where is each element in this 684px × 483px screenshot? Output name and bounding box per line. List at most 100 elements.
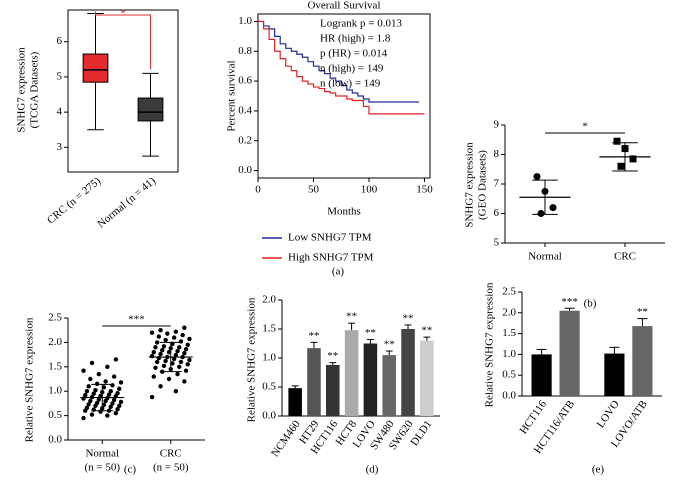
annotation: Logrank p = 0.013 <box>320 18 402 30</box>
point <box>81 415 86 421</box>
x-tick-label: DLD1 <box>408 418 434 448</box>
x-tick-label: 50 <box>308 184 320 196</box>
significance: ** <box>308 330 319 342</box>
annotation: n (low) = 149 <box>320 78 381 90</box>
significance: ** <box>421 325 432 337</box>
y-tick-label: 6 <box>494 207 500 219</box>
bar <box>531 354 552 396</box>
point <box>549 204 557 212</box>
point <box>158 328 163 333</box>
x-tick-note: (n = 50) <box>84 462 120 474</box>
point <box>117 403 122 409</box>
point <box>83 392 88 398</box>
y-tick-label: 3 <box>57 141 63 153</box>
y-tick-label: 2.5 <box>502 286 516 298</box>
point <box>158 384 163 389</box>
annotation: n (high) = 149 <box>320 63 384 75</box>
point <box>84 389 90 394</box>
point <box>149 394 155 400</box>
point <box>86 384 91 389</box>
y-tick-label: 0.6 <box>238 75 252 87</box>
x-tick-label: Normal <box>528 251 562 263</box>
point <box>149 330 155 335</box>
point <box>96 397 102 402</box>
plot-frame <box>257 13 431 179</box>
y-tick-label: 0.5 <box>48 409 62 421</box>
point <box>187 336 192 342</box>
point <box>108 389 113 394</box>
y-axis-label: SNHG7 expression <box>16 47 28 133</box>
y-axis-label: (TCGA Datasets) <box>29 51 41 128</box>
point <box>160 348 165 353</box>
bar <box>604 353 625 396</box>
point <box>103 379 108 384</box>
bar <box>363 343 378 416</box>
y-tick-label: 0.0 <box>502 390 516 402</box>
point <box>173 329 179 334</box>
point <box>117 386 122 391</box>
point <box>113 410 119 416</box>
y-tick-label: 2.0 <box>262 294 276 306</box>
point <box>96 371 102 377</box>
box <box>137 97 164 122</box>
bar <box>420 340 434 416</box>
point <box>154 340 160 345</box>
point <box>153 345 158 350</box>
bar <box>382 355 396 416</box>
point <box>154 359 160 365</box>
point <box>617 162 625 170</box>
point <box>101 402 107 408</box>
point <box>153 365 158 370</box>
point <box>182 325 187 330</box>
point <box>187 357 192 363</box>
y-tick-label: 2.0 <box>48 336 62 348</box>
point <box>89 360 95 366</box>
point <box>151 374 156 379</box>
legend-label: Low SNHG7 TPM <box>288 232 372 244</box>
point <box>111 397 117 403</box>
y-tick-label: 8 <box>494 148 500 160</box>
point <box>170 361 175 366</box>
plot-frame <box>67 9 179 173</box>
panel-label: (c) <box>124 464 137 476</box>
point <box>163 337 168 343</box>
significance: ** <box>403 312 414 324</box>
x-tick-label: 100 <box>361 184 378 196</box>
point <box>113 357 119 362</box>
point <box>175 371 180 377</box>
bar <box>326 364 340 416</box>
point <box>88 376 93 382</box>
x-axis-label: Months <box>327 206 361 218</box>
y-tick-label: 1.0 <box>48 385 62 397</box>
survival-curve <box>258 20 425 115</box>
point <box>171 335 177 340</box>
point <box>180 332 185 338</box>
y-tick-label: 2.5 <box>48 312 62 324</box>
y-tick-label: 4 <box>57 106 63 118</box>
panel-label: (a) <box>332 266 345 278</box>
y-axis-label: Relative SNHG7 expression <box>484 282 496 407</box>
y-axis-label: (GEO Datasets) <box>477 150 489 220</box>
y-tick-label: 1.0 <box>262 352 276 364</box>
x-tick-label: CRC (n = 275) <box>45 175 103 227</box>
survival-curve <box>258 20 419 103</box>
y-tick-label: 0.0 <box>48 434 62 446</box>
y-axis-label: SNHG7 expression <box>464 142 476 228</box>
x-tick-label: CRC <box>614 251 636 263</box>
y-tick-label: 0.5 <box>502 369 516 381</box>
bar <box>307 348 321 416</box>
point <box>173 389 179 394</box>
y-tick-label: 0.0 <box>262 410 276 422</box>
point <box>537 210 545 217</box>
box <box>82 53 109 83</box>
point <box>88 398 93 404</box>
point <box>533 173 541 181</box>
panel-label: (d) <box>366 464 379 476</box>
point <box>178 359 184 365</box>
y-tick-label: 6 <box>57 35 63 47</box>
x-tick-label: LOVO <box>595 398 622 430</box>
y-tick-label: 1.0 <box>502 348 516 360</box>
point <box>110 383 115 388</box>
y-tick-label: 1.5 <box>262 323 276 335</box>
